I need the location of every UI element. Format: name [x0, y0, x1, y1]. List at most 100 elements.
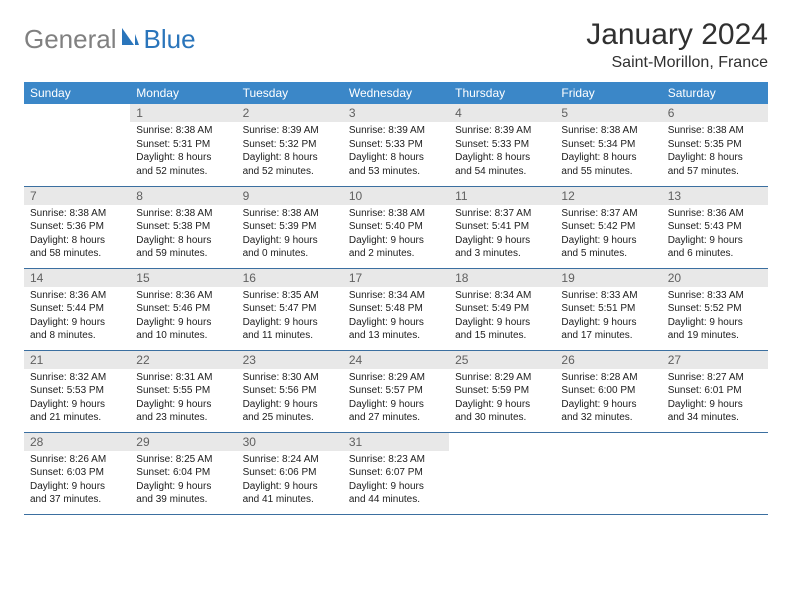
calendar-cell: 8Sunrise: 8:38 AMSunset: 5:38 PMDaylight…	[130, 186, 236, 268]
sunrise-text: Sunrise: 8:39 AM	[349, 124, 443, 138]
sunrise-text: Sunrise: 8:39 AM	[243, 124, 337, 138]
calendar-cell: .	[662, 432, 768, 514]
daylight-text: Daylight: 9 hours	[455, 234, 549, 248]
day-details: Sunrise: 8:31 AMSunset: 5:55 PMDaylight:…	[130, 369, 236, 429]
sunrise-text: Sunrise: 8:28 AM	[561, 371, 655, 385]
day-number: 21	[24, 351, 130, 369]
daylight-text: and 23 minutes.	[136, 411, 230, 425]
calendar-cell: 17Sunrise: 8:34 AMSunset: 5:48 PMDayligh…	[343, 268, 449, 350]
day-number: 18	[449, 269, 555, 287]
day-details: Sunrise: 8:38 AMSunset: 5:39 PMDaylight:…	[237, 205, 343, 265]
sunset-text: Sunset: 6:00 PM	[561, 384, 655, 398]
daylight-text: and 30 minutes.	[455, 411, 549, 425]
sunset-text: Sunset: 5:56 PM	[243, 384, 337, 398]
sunrise-text: Sunrise: 8:25 AM	[136, 453, 230, 467]
title-block: January 2024 Saint-Morillon, France	[586, 18, 768, 72]
sunset-text: Sunset: 5:42 PM	[561, 220, 655, 234]
daylight-text: Daylight: 9 hours	[243, 480, 337, 494]
calendar-cell: 6Sunrise: 8:38 AMSunset: 5:35 PMDaylight…	[662, 104, 768, 186]
day-number: 17	[343, 269, 449, 287]
logo-text-general: General	[24, 24, 117, 55]
calendar-cell: .	[24, 104, 130, 186]
sunrise-text: Sunrise: 8:35 AM	[243, 289, 337, 303]
day-details: Sunrise: 8:39 AMSunset: 5:33 PMDaylight:…	[343, 122, 449, 182]
weekday-header: Friday	[555, 82, 661, 104]
day-details: Sunrise: 8:38 AMSunset: 5:34 PMDaylight:…	[555, 122, 661, 182]
calendar-cell: 12 Sunrise: 8:37 AMSunset: 5:42 PMDayligh…	[555, 186, 661, 268]
day-details: Sunrise: 8:38 AMSunset: 5:35 PMDaylight:…	[662, 122, 768, 182]
day-details: Sunrise: 8:37 AMSunset: 5:41 PMDaylight:…	[449, 205, 555, 265]
sunset-text: Sunset: 6:04 PM	[136, 466, 230, 480]
daylight-text: Daylight: 8 hours	[30, 234, 124, 248]
day-details: Sunrise: 8:39 AMSunset: 5:33 PMDaylight:…	[449, 122, 555, 182]
daylight-text: and 54 minutes.	[455, 165, 549, 179]
sunset-text: Sunset: 5:46 PM	[136, 302, 230, 316]
daylight-text: and 59 minutes.	[136, 247, 230, 261]
sunrise-text: Sunrise: 8:38 AM	[136, 124, 230, 138]
sunset-text: Sunset: 5:38 PM	[136, 220, 230, 234]
sunset-text: Sunset: 5:57 PM	[349, 384, 443, 398]
sunset-text: Sunset: 5:47 PM	[243, 302, 337, 316]
daylight-text: Daylight: 9 hours	[668, 398, 762, 412]
day-number: 26	[555, 351, 661, 369]
daylight-text: Daylight: 9 hours	[349, 398, 443, 412]
day-details: Sunrise: 8:38 AMSunset: 5:36 PMDaylight:…	[24, 205, 130, 265]
calendar-cell: 24Sunrise: 8:29 AMSunset: 5:57 PMDayligh…	[343, 350, 449, 432]
day-details: Sunrise: 8:28 AMSunset: 6:00 PMDaylight:…	[555, 369, 661, 429]
sunset-text: Sunset: 5:31 PM	[136, 138, 230, 152]
day-number: 27	[662, 351, 768, 369]
day-number: 7	[24, 187, 130, 205]
daylight-text: Daylight: 9 hours	[561, 234, 655, 248]
sunset-text: Sunset: 5:53 PM	[30, 384, 124, 398]
daylight-text: Daylight: 9 hours	[349, 316, 443, 330]
sunset-text: Sunset: 6:01 PM	[668, 384, 762, 398]
calendar-week-row: .1Sunrise: 8:38 AMSunset: 5:31 PMDayligh…	[24, 104, 768, 186]
daylight-text: Daylight: 8 hours	[668, 151, 762, 165]
day-number: 12	[555, 187, 661, 205]
sunset-text: Sunset: 5:34 PM	[561, 138, 655, 152]
sunset-text: Sunset: 5:43 PM	[668, 220, 762, 234]
calendar-cell: .	[449, 432, 555, 514]
day-details: Sunrise: 8:34 AMSunset: 5:48 PMDaylight:…	[343, 287, 449, 347]
day-details: Sunrise: 8:35 AMSunset: 5:47 PMDaylight:…	[237, 287, 343, 347]
day-details: Sunrise: 8:32 AMSunset: 5:53 PMDaylight:…	[24, 369, 130, 429]
sunrise-text: Sunrise: 8:37 AM	[561, 207, 655, 221]
sunset-text: Sunset: 5:32 PM	[243, 138, 337, 152]
daylight-text: Daylight: 9 hours	[668, 234, 762, 248]
daylight-text: Daylight: 9 hours	[243, 398, 337, 412]
weekday-header: Saturday	[662, 82, 768, 104]
daylight-text: and 13 minutes.	[349, 329, 443, 343]
day-number: 24	[343, 351, 449, 369]
calendar-week-row: 21Sunrise: 8:32 AMSunset: 5:53 PMDayligh…	[24, 350, 768, 432]
daylight-text: Daylight: 9 hours	[30, 316, 124, 330]
weekday-header: Sunday	[24, 82, 130, 104]
daylight-text: and 39 minutes.	[136, 493, 230, 507]
day-number: 23	[237, 351, 343, 369]
sunrise-text: Sunrise: 8:29 AM	[455, 371, 549, 385]
calendar-cell: 3Sunrise: 8:39 AMSunset: 5:33 PMDaylight…	[343, 104, 449, 186]
day-number: 8	[130, 187, 236, 205]
calendar-cell: 14Sunrise: 8:36 AMSunset: 5:44 PMDayligh…	[24, 268, 130, 350]
calendar-week-row: 14Sunrise: 8:36 AMSunset: 5:44 PMDayligh…	[24, 268, 768, 350]
daylight-text: Daylight: 9 hours	[136, 316, 230, 330]
daylight-text: and 53 minutes.	[349, 165, 443, 179]
sunset-text: Sunset: 5:48 PM	[349, 302, 443, 316]
calendar-cell: 2Sunrise: 8:39 AMSunset: 5:32 PMDaylight…	[237, 104, 343, 186]
daylight-text: and 19 minutes.	[668, 329, 762, 343]
daylight-text: Daylight: 8 hours	[349, 151, 443, 165]
day-details: Sunrise: 8:33 AMSunset: 5:52 PMDaylight:…	[662, 287, 768, 347]
calendar-cell: 10Sunrise: 8:38 AMSunset: 5:40 PMDayligh…	[343, 186, 449, 268]
day-details: Sunrise: 8:23 AMSunset: 6:07 PMDaylight:…	[343, 451, 449, 511]
sunrise-text: Sunrise: 8:38 AM	[668, 124, 762, 138]
sunrise-text: Sunrise: 8:31 AM	[136, 371, 230, 385]
sunrise-text: Sunrise: 8:38 AM	[349, 207, 443, 221]
day-details: Sunrise: 8:38 AMSunset: 5:40 PMDaylight:…	[343, 205, 449, 265]
daylight-text: Daylight: 9 hours	[243, 234, 337, 248]
daylight-text: and 21 minutes.	[30, 411, 124, 425]
calendar-cell: 27Sunrise: 8:27 AMSunset: 6:01 PMDayligh…	[662, 350, 768, 432]
day-number: 15	[130, 269, 236, 287]
sunset-text: Sunset: 6:07 PM	[349, 466, 443, 480]
calendar-cell: 13Sunrise: 8:36 AMSunset: 5:43 PMDayligh…	[662, 186, 768, 268]
daylight-text: and 57 minutes.	[668, 165, 762, 179]
daylight-text: and 5 minutes.	[561, 247, 655, 261]
